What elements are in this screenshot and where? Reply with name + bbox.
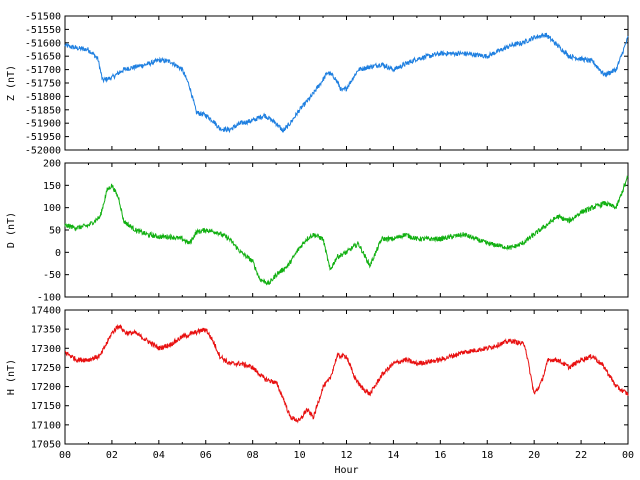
y-tick-label: 17300 xyxy=(31,344,61,355)
y-axis-label-h: H (nT) xyxy=(6,359,17,395)
y-tick-label: 50 xyxy=(49,226,61,237)
y-tick-label: -50 xyxy=(43,270,61,281)
y-tick-label: 100 xyxy=(43,203,61,214)
y-tick-label: 17350 xyxy=(31,325,61,336)
y-tick-label: 17400 xyxy=(31,306,61,317)
y-tick-label: -51950 xyxy=(25,132,61,143)
x-axis-label: Hour xyxy=(334,465,358,476)
y-tick-label: -51500 xyxy=(25,12,61,23)
series-line-z xyxy=(64,32,629,134)
panel-h: 17400 17350 17300 17250 17200 17150 17100 17050… xyxy=(6,306,634,477)
plot-frame-d xyxy=(64,162,629,298)
y-tick-label: -51650 xyxy=(25,52,61,63)
y-axis-label-d: D (nT) xyxy=(6,212,17,248)
y-tick-label: -51800 xyxy=(25,92,61,103)
y-tick-label: 0 xyxy=(55,248,61,259)
x-tick-label: 08 xyxy=(247,450,259,461)
x-tick-label: 22 xyxy=(575,450,587,461)
x-tick-label: 12 xyxy=(340,450,352,461)
x-tick-label: 20 xyxy=(528,450,540,461)
y-tick-label: 17100 xyxy=(31,420,61,431)
x-tick-label: 16 xyxy=(434,450,446,461)
y-tick-label: 200 xyxy=(43,159,61,170)
y-tick-label: -51700 xyxy=(25,65,61,76)
x-tick-label: 10 xyxy=(294,450,306,461)
y-tick-label: -51600 xyxy=(25,38,61,49)
panel-z: -51500 -51550 -51600 -51650 -51700 -51750 -518… xyxy=(6,12,629,157)
x-tick-label: 00 xyxy=(622,450,634,461)
x-tick-label: 02 xyxy=(106,450,118,461)
series-line-d xyxy=(64,175,629,286)
y-tick-label: -51900 xyxy=(25,119,61,130)
y-tick-label: 17150 xyxy=(31,401,61,412)
y-tick-label: -51850 xyxy=(25,105,61,116)
y-axis-label-z: Z (nT) xyxy=(6,65,17,101)
x-tick-label: 06 xyxy=(200,450,212,461)
x-tick-label: 14 xyxy=(387,450,399,461)
y-tick-label: 17050 xyxy=(31,440,61,451)
x-tick-label: 00 xyxy=(59,450,71,461)
y-tick-label: -100 xyxy=(37,293,61,304)
y-tick-label: -51550 xyxy=(25,25,61,36)
y-tick-label: 17250 xyxy=(31,363,61,374)
x-tick-label: 18 xyxy=(481,450,493,461)
y-tick-label: 17200 xyxy=(31,382,61,393)
x-tick-label: 04 xyxy=(153,450,165,461)
y-tick-label: -51750 xyxy=(25,79,61,90)
y-tick-label: -52000 xyxy=(25,146,61,157)
y-tick-label: 150 xyxy=(43,181,61,192)
panel-d: 200 150 100 50 0 -50 -100 D (nT) xyxy=(6,159,629,304)
series-line-h xyxy=(64,323,629,424)
